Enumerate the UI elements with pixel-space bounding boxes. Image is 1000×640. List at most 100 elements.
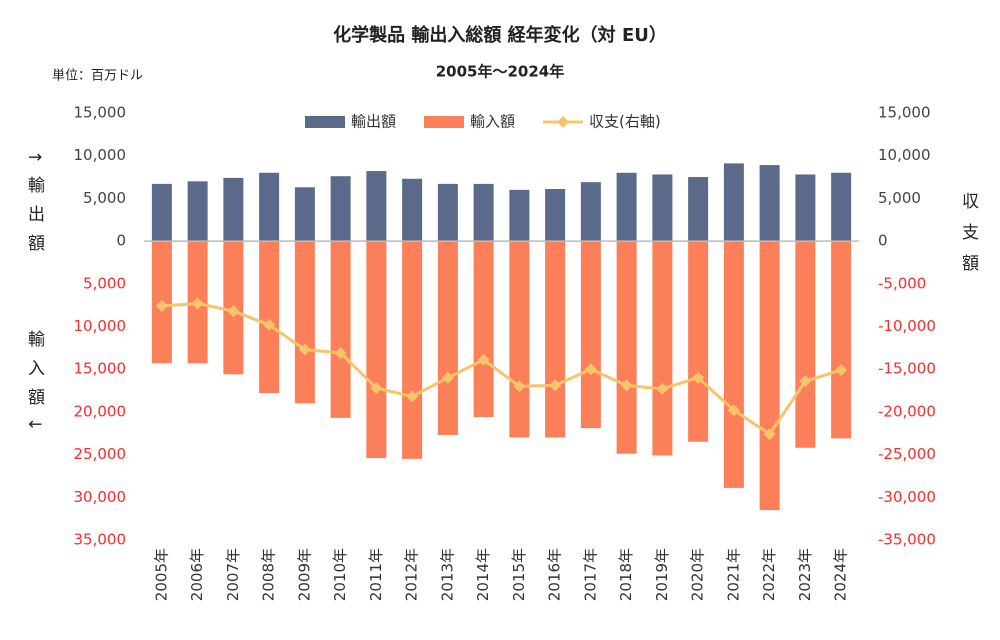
bar [473,241,494,418]
x-tick-label: 2023年 [796,548,814,601]
line-marker [549,379,562,392]
legend-swatch [305,116,345,128]
x-tick-label: 2009年 [295,548,313,601]
bar [509,189,530,242]
bar [580,241,601,429]
line-marker [263,318,276,331]
bar [652,241,673,456]
bar [187,181,208,242]
line-marker [584,363,597,376]
line-marker [298,343,311,356]
line-marker [727,404,740,417]
line-marker [656,382,669,395]
x-tick-label: 2015年 [510,548,528,601]
bar [616,172,637,242]
line-marker [620,379,633,392]
y2-tick-label: -15,000 [878,360,936,378]
bar [223,177,244,242]
bar [652,174,673,242]
y-tick-label: 35,000 [74,531,127,549]
x-tick-label: 2006年 [188,548,206,601]
legend-label: 収支(右軸) [589,113,661,131]
y-tick-label: 15,000 [74,360,127,378]
y2-tick-label: -35,000 [878,531,936,549]
bar [616,241,637,454]
x-tick-label: 2012年 [403,548,421,601]
y2-tick-label: 5,000 [878,189,921,207]
legend-swatch [424,116,465,128]
unit-label: 単位：百万ドル [52,68,143,84]
chart-title: 化学製品 輸出入総額 経年変化（対 EU） [333,24,667,46]
x-tick-label: 2024年 [832,548,850,601]
line-marker [406,390,419,403]
y2-tick-label: 15,000 [878,104,931,122]
y-tick-label: 5,000 [83,189,126,207]
x-tick-label: 2013年 [438,548,456,601]
bar [759,241,780,511]
legend-swatch [557,116,570,128]
line-marker [692,371,705,384]
x-tick-label: 2007年 [224,548,242,601]
bar [259,241,280,394]
bar [402,178,423,242]
chart-subtitle: 2005年～2024年 [436,63,565,81]
y-tick-label: 5,000 [83,274,126,292]
bar [437,183,458,242]
y-tick-label: 10,000 [74,317,127,335]
y-tick-label: 20,000 [74,402,127,420]
line [161,301,842,437]
bar [366,171,387,242]
legend-label: 輸出額 [351,113,396,131]
line-marker [835,364,848,377]
bar [402,241,423,459]
bar [509,241,530,438]
bar [330,176,351,242]
bar [759,165,780,242]
line-marker [155,300,168,313]
line-marker [763,428,776,441]
bar [294,241,315,404]
bar [151,183,172,242]
bar [723,163,744,242]
y-axis-label: 輸入額↓ [24,330,45,443]
x-tick-label: 2016年 [546,548,564,601]
y2-tick-label: -25,000 [878,445,936,463]
y-tick-label: 30,000 [74,488,127,506]
bar [294,187,315,242]
bar [831,241,852,439]
x-tick-label: 2021年 [724,548,742,601]
bar [366,241,387,459]
bar [795,241,816,448]
y-tick-label: 15,000 [74,104,127,122]
bar [688,177,709,242]
y2-tick-label: 0 [878,232,888,250]
x-tick-label: 2019年 [653,548,671,601]
line-marker [513,380,526,393]
bar [330,241,351,418]
bar [545,241,566,438]
x-tick-label: 2008年 [260,548,278,601]
bar [723,241,744,488]
bar [831,172,852,242]
y-tick-label: 25,000 [74,445,127,463]
y-axis-label: ↑輸出額 [24,150,45,263]
x-tick-label: 2020年 [689,548,707,601]
x-tick-label: 2018年 [617,548,635,601]
x-tick-label: 2011年 [367,548,385,601]
y2-tick-label: -10,000 [878,317,936,335]
line-marker [191,297,204,310]
line-marker [477,353,490,366]
bar [545,189,566,242]
line-marker [441,371,454,384]
y2-tick-label: -20,000 [878,402,936,420]
x-tick-label: 2022年 [760,548,778,601]
line-marker [334,346,347,359]
x-tick-label: 2014年 [474,548,492,601]
x-tick-label: 2005年 [152,548,170,601]
line-marker [370,381,383,394]
bar [473,183,494,242]
bar [688,241,709,442]
bar [259,172,280,242]
line-marker [227,305,240,318]
